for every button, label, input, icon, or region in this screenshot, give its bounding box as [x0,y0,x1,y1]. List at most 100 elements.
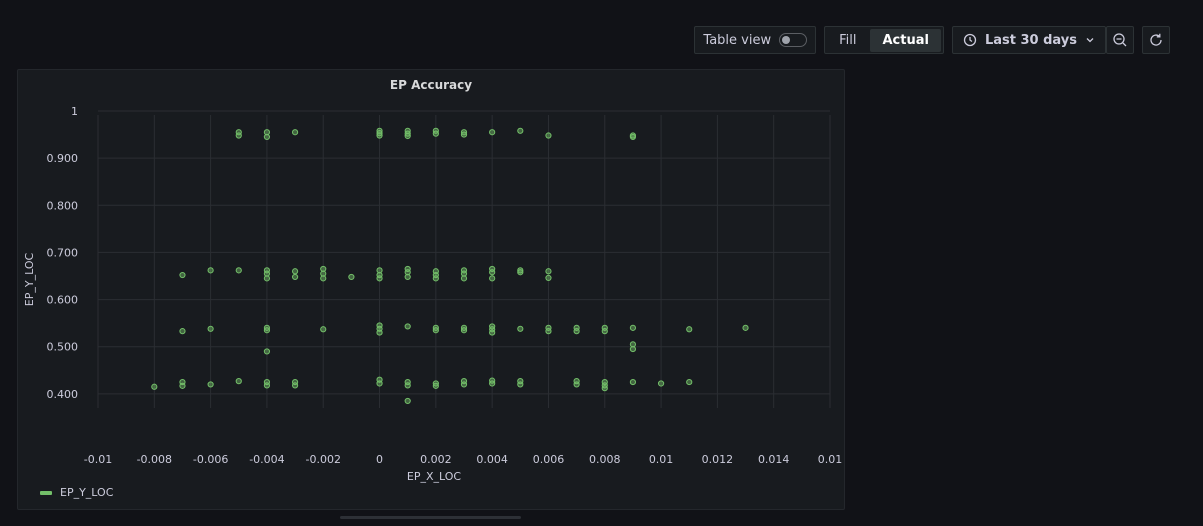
data-point [432,275,439,282]
data-point [404,132,411,140]
data-point [489,269,496,276]
x-tick-label: -0.01 [84,453,112,466]
data-point [320,275,327,282]
data-point [291,273,299,281]
zoom-out-icon [1113,33,1127,47]
data-point [686,378,693,386]
legend-swatch [40,490,52,495]
y-tick-label: 0.800 [47,199,79,212]
data-point [263,327,271,334]
data-point [263,348,271,355]
time-range-label: Last 30 days [984,32,1077,48]
data-point [404,273,411,281]
data-point [517,267,524,274]
data-point [517,127,524,134]
x-tick-label: 0.014 [758,453,790,466]
data-point [179,328,186,335]
data-point [263,275,271,282]
panel-toolbar: Table view Fill Actual Last 30 days [694,26,1170,54]
y-tick-label: 0.400 [47,388,79,401]
y-tick-label: 0.600 [47,294,79,307]
data-point [151,383,158,390]
data-point [179,271,186,279]
data-point [235,378,242,385]
data-point [573,328,580,335]
data-point [263,382,271,389]
data-point [432,130,439,137]
actual-option[interactable]: Actual [870,28,941,52]
data-point [460,131,468,138]
data-point [376,380,383,387]
x-tick-label: 0.004 [476,453,508,466]
x-axis-label: EP_X_LOC [407,470,462,483]
data-point [207,267,214,274]
data-point [291,382,299,389]
refresh-icon [1150,33,1162,46]
x-tick-label: 0 [376,453,383,466]
data-point [235,132,242,139]
scatter-plot[interactable]: -0.01 -0.008 -0.006 -0.004 -0.002 0 0.002 0.004… [18,70,846,511]
x-tick-label: 0.002 [420,453,452,466]
y-axis-label: EP_Y_LOC [23,252,36,306]
data-point [742,324,749,331]
data-point [460,275,468,282]
legend-label[interactable]: EP_Y_LOC [60,486,114,499]
data-point [545,328,552,335]
data-point [489,380,496,387]
x-tick-label: 0.006 [533,453,565,466]
data-point [629,324,637,331]
data-point [545,132,552,139]
chart-panel: EP Accuracy -0.01 -0.008 -0.006 -0.004 -0.00… [17,69,845,510]
data-point [291,268,299,275]
y-tick-label: 0.700 [47,246,79,259]
data-point [489,275,496,282]
data-point [207,325,214,332]
horizontal-scrollbar[interactable] [340,516,521,519]
data-point [404,382,411,389]
x-tick-label: 0.008 [589,453,621,466]
data-point [263,133,271,141]
data-point [629,345,637,353]
data-point [489,129,496,136]
data-point [291,129,299,136]
data-point [348,273,355,281]
x-tick-label: -0.006 [193,453,228,466]
y-tick-label: 1 [71,105,78,118]
data-point [657,380,665,387]
fill-option[interactable]: Fill [839,32,857,48]
data-point [376,329,383,336]
data-point [686,326,693,333]
data-point [404,397,411,405]
y-tick-label: 0.500 [47,341,79,354]
chevron-down-icon [1086,38,1094,43]
data-point [376,132,383,139]
x-tick-label: 0.01 [818,453,843,466]
data-point [517,269,524,276]
data-point [320,326,327,333]
zoom-out-button[interactable] [1106,26,1134,54]
x-tick-label: 0.012 [702,453,734,466]
data-point [573,381,580,388]
data-point [235,267,242,274]
table-view-label: Table view [703,32,772,48]
table-view-toggle[interactable]: Table view [694,26,817,54]
data-point [489,329,496,336]
data-point [432,327,439,334]
data-point [517,325,524,332]
data-point [432,382,439,389]
data-point [179,382,186,389]
refresh-button[interactable] [1142,26,1170,54]
data-point [404,323,411,330]
data-point [601,385,608,392]
x-tick-label: -0.008 [137,453,172,466]
data-point [629,133,637,141]
x-tick-label: -0.002 [305,453,340,466]
data-point [629,378,637,386]
data-point [460,327,468,334]
y-tick-label: 0.900 [47,152,79,165]
time-range-picker[interactable]: Last 30 days [951,26,1106,54]
data-point [207,381,214,388]
toggle-switch[interactable] [779,33,808,47]
data-point [545,268,552,275]
data-point [601,328,608,335]
